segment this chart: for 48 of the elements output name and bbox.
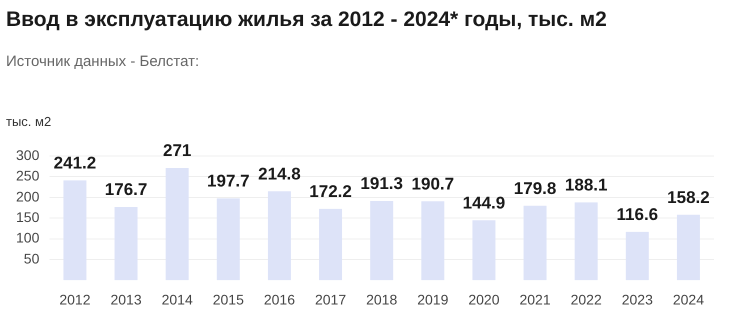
data-label: 144.9 [462, 193, 506, 212]
bar [676, 214, 700, 280]
x-tick-label: 2017 [314, 291, 346, 308]
bar [319, 208, 342, 280]
chart-subtitle: Источник данных - Белстат: [6, 53, 200, 70]
x-tick-label: 2023 [622, 291, 654, 308]
bar [524, 206, 547, 280]
data-label: 172.2 [309, 182, 352, 202]
x-tick-label: 2015 [212, 291, 244, 308]
data-label: 176.7 [104, 180, 148, 200]
x-tick-label: 2019 [417, 291, 449, 308]
y-axis-title: тыс. м2 [6, 114, 52, 129]
x-tick-label: 2022 [570, 291, 602, 308]
bar [574, 202, 598, 280]
data-label: 158.2 [667, 188, 710, 207]
x-tick-label: 2013 [110, 291, 142, 308]
x-tick-label: 2024 [672, 291, 704, 308]
data-label: 188.1 [564, 176, 608, 195]
bar [370, 201, 394, 280]
bar [216, 198, 240, 280]
bar [421, 201, 444, 280]
y-tick-label: 50 [24, 250, 40, 266]
x-tick-label: 2021 [519, 291, 551, 308]
bar [114, 207, 138, 280]
data-label: 191.3 [360, 174, 403, 194]
y-tick-label: 100 [16, 230, 40, 246]
data-label: 214.8 [258, 164, 301, 184]
bar [626, 232, 649, 280]
y-tick-label: 150 [16, 208, 40, 225]
data-label: 116.6 [616, 205, 658, 224]
bar [63, 180, 86, 280]
x-tick-label: 2020 [468, 291, 500, 308]
x-tick-label: 2012 [59, 291, 91, 308]
chart-title: Ввод в эксплуатацию жилья за 2012 - 2024* годы, тыс. м2 [6, 8, 607, 32]
data-label: 179.8 [514, 178, 556, 198]
x-tick-label: 2016 [264, 291, 296, 308]
data-label: 241.2 [54, 154, 96, 173]
bar [268, 191, 291, 280]
data-label: 271 [162, 141, 192, 160]
y-tick-label: 300 [16, 146, 40, 163]
y-tick-label: 250 [16, 168, 40, 184]
bar [472, 220, 496, 280]
x-tick-label: 2018 [366, 291, 398, 308]
bar [166, 168, 189, 280]
data-label: 197.7 [207, 172, 250, 191]
x-tick-label: 2014 [162, 291, 193, 308]
data-label: 190.7 [412, 174, 454, 194]
y-tick-label: 200 [16, 188, 40, 204]
